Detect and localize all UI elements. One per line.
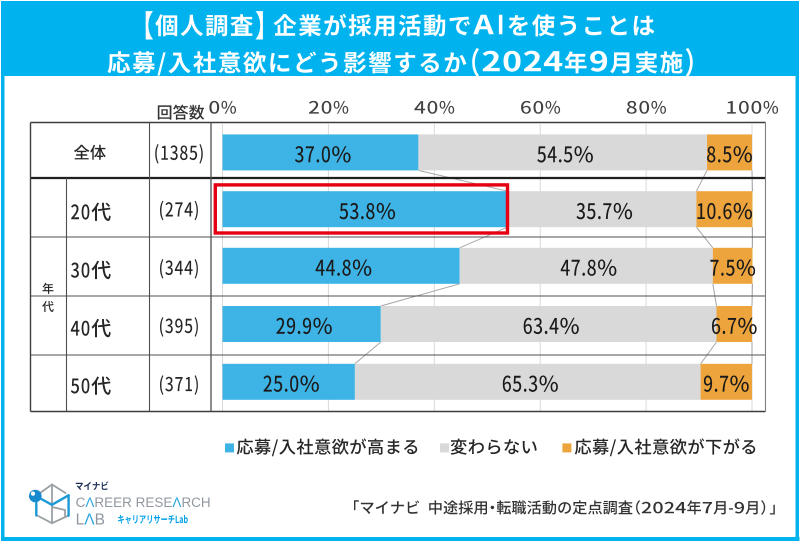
svg-text:LΛB: LΛB — [76, 512, 105, 529]
svg-text:CΛREER RESEΛRCH: CΛREER RESEΛRCH — [76, 495, 211, 510]
